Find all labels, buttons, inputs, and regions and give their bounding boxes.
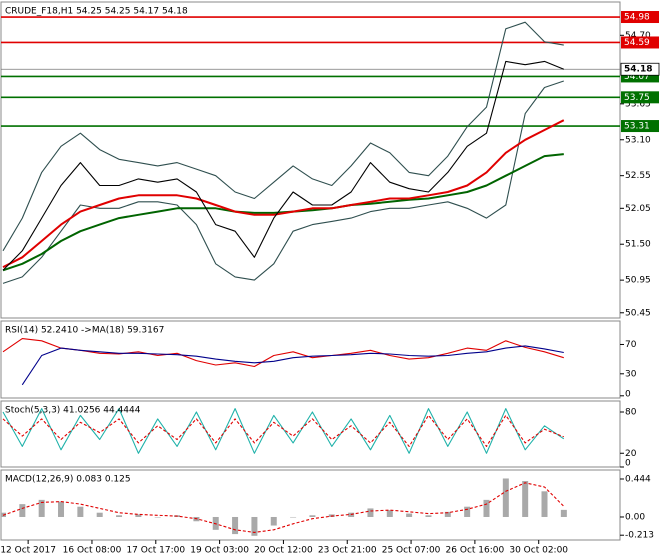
level-label: 54.07 <box>624 72 650 82</box>
y-tick-label: 54.70 <box>625 31 651 41</box>
x-tick-label: 30 Oct 02:00 <box>509 546 568 556</box>
histogram-bar <box>232 516 239 535</box>
histogram-bar <box>116 515 123 517</box>
histogram-bar <box>58 501 65 517</box>
histogram-bar <box>96 512 103 517</box>
histogram-bar <box>290 516 297 518</box>
level-label: 53.75 <box>624 93 650 103</box>
y-tick-label: 52.05 <box>625 204 651 214</box>
level-label-box <box>621 11 659 24</box>
y-tick-label: -0.213 <box>625 531 654 541</box>
level-label: 53.31 <box>624 122 650 132</box>
y-tick-label: 50.45 <box>625 308 651 318</box>
y-tick-label: 50.95 <box>625 276 651 286</box>
histogram-bar <box>425 515 432 517</box>
last-price-box <box>620 62 660 76</box>
x-tick-label: 25 Oct 07:00 <box>382 546 441 556</box>
x-tick-label: 17 Oct 17:00 <box>126 546 185 556</box>
series-line <box>2 482 565 533</box>
histogram-bar <box>483 499 490 517</box>
y-tick-label: 0 <box>625 390 631 400</box>
histogram-bar <box>386 510 393 517</box>
pane <box>0 400 621 468</box>
plot-area <box>1 16 620 284</box>
y-tick-label: 0 <box>625 459 631 469</box>
histogram-bar <box>522 481 529 517</box>
pane <box>0 1 621 319</box>
plot-area <box>2 338 564 386</box>
y-tick-label: 51.50 <box>625 240 651 250</box>
level-label-box <box>621 91 659 104</box>
last-price-label: 54.18 <box>624 65 652 75</box>
pane-title: Stoch(5,3,3) 41.0256 44.4444 <box>5 406 141 416</box>
histogram-bar <box>560 509 567 517</box>
histogram-bar <box>154 516 161 518</box>
series-line <box>21 345 564 386</box>
y-tick-label: 53.65 <box>625 99 651 109</box>
histogram-bar <box>135 514 142 517</box>
histogram-bar <box>38 499 45 517</box>
plot-area <box>2 408 565 454</box>
x-tick-label: 26 Oct 16:00 <box>446 546 505 556</box>
series-line <box>2 414 565 447</box>
histogram-bar <box>444 511 451 517</box>
histogram-bar <box>251 516 258 536</box>
y-tick-label: 0.444 <box>625 474 651 484</box>
histogram-bar <box>367 508 374 517</box>
x-tick-label: 12 Oct 2017 <box>0 546 56 556</box>
y-tick-label: 53.10 <box>625 135 651 145</box>
pane-title: MACD(12,26,9) 0.083 0.125 <box>5 475 131 485</box>
level-label-box <box>621 120 659 133</box>
x-tick-label: 16 Oct 08:00 <box>63 546 122 556</box>
x-tick-label: 20 Oct 12:00 <box>254 546 313 556</box>
series-line <box>2 21 564 252</box>
pane-title: RSI(14) 52.2410 ->MA(18) 59.3167 <box>5 326 164 336</box>
y-tick-label: 20 <box>625 449 637 459</box>
level-label: 54.59 <box>624 38 650 48</box>
y-tick-label: 30 <box>625 369 637 379</box>
pane-title: CRUDE_F18,H1 54.25 54.25 54.17 54.18 <box>5 7 188 17</box>
histogram-bar <box>464 506 471 517</box>
histogram-bar <box>19 504 26 517</box>
histogram-bar <box>77 506 84 517</box>
y-tick-label: 80 <box>625 408 637 418</box>
level-label-box <box>621 36 659 49</box>
x-tick-label: 19 Oct 03:00 <box>190 546 249 556</box>
pane <box>0 320 621 399</box>
histogram-bar <box>502 478 509 517</box>
histogram-bar <box>270 516 277 526</box>
histogram-bar <box>541 491 548 517</box>
pane <box>0 469 621 541</box>
series-line <box>2 60 565 271</box>
histogram-bar <box>406 513 413 517</box>
histogram-bar <box>309 515 316 517</box>
plot-area <box>1 478 567 536</box>
series-line <box>2 119 565 268</box>
y-tick-label: 0.00 <box>625 512 645 522</box>
x-tick-label: 23 Oct 21:00 <box>318 546 377 556</box>
series-line <box>2 338 564 368</box>
y-tick-label: 52.55 <box>625 171 651 181</box>
level-label: 54.98 <box>624 13 650 23</box>
y-tick-label: 70 <box>625 340 637 350</box>
series-line <box>2 80 564 284</box>
